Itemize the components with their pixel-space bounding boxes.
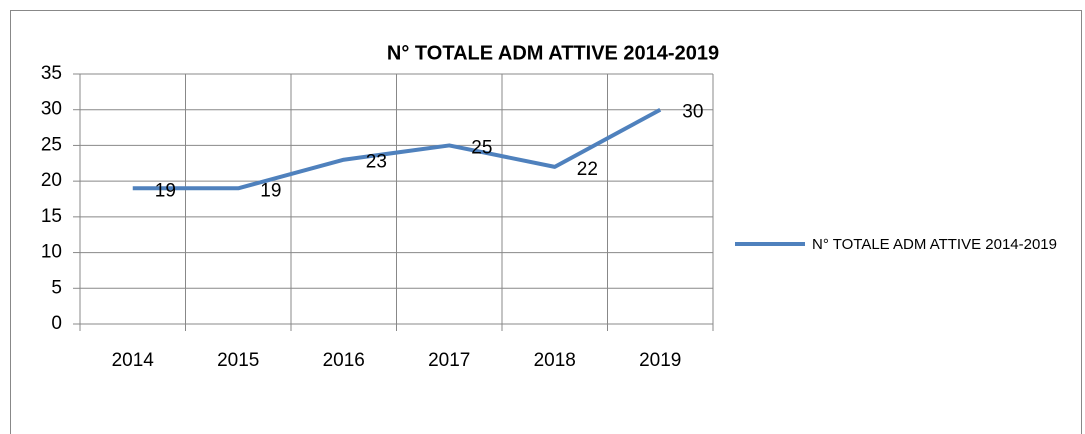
y-tick-label: 0: [51, 313, 62, 334]
series-line: [132, 107, 662, 191]
legend-label: N° TOTALE ADM ATTIVE 2014-2019: [812, 236, 1057, 253]
y-tick-label: 20: [41, 170, 62, 191]
chart-border: [10, 10, 1082, 434]
x-tick-label: 2016: [323, 350, 365, 371]
x-tick-label: 2014: [112, 350, 155, 371]
x-tick-label: 2019: [639, 350, 681, 371]
y-tick-label: 5: [51, 277, 62, 298]
y-tick-label: 30: [41, 99, 62, 120]
x-tick-label: 2015: [217, 350, 259, 371]
x-tick-label: 2018: [534, 350, 576, 371]
data-label: 22: [577, 159, 598, 180]
x-tick-label: 2017: [428, 350, 470, 371]
data-label: 30: [682, 102, 703, 123]
y-tick-label: 15: [41, 206, 62, 227]
y-tick-label: 35: [41, 63, 62, 84]
y-tick-label: 25: [41, 134, 62, 155]
data-label: 25: [471, 137, 492, 158]
data-label: 19: [260, 180, 281, 201]
data-label: 23: [366, 152, 387, 173]
data-label: 19: [155, 180, 176, 201]
y-tick-label: 10: [41, 242, 62, 263]
chart-title: N° TOTALE ADM ATTIVE 2014-2019: [387, 42, 719, 64]
